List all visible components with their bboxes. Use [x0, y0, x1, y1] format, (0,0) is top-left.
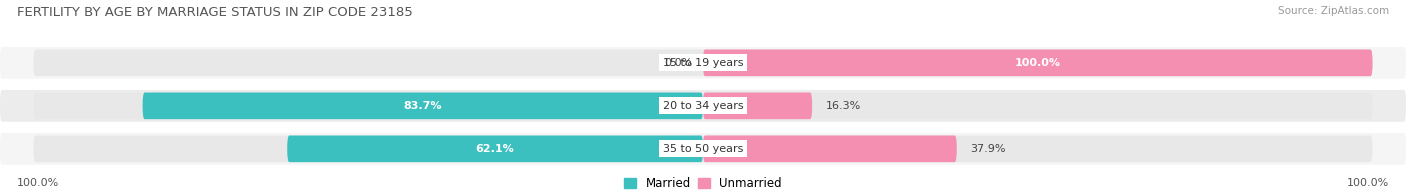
Text: 62.1%: 62.1%: [475, 144, 515, 154]
Text: 15 to 19 years: 15 to 19 years: [662, 58, 744, 68]
Text: 16.3%: 16.3%: [825, 101, 860, 111]
FancyBboxPatch shape: [34, 135, 1372, 162]
Text: 83.7%: 83.7%: [404, 101, 441, 111]
Text: FERTILITY BY AGE BY MARRIAGE STATUS IN ZIP CODE 23185: FERTILITY BY AGE BY MARRIAGE STATUS IN Z…: [17, 6, 412, 19]
Legend: Married, Unmarried: Married, Unmarried: [624, 177, 782, 190]
Text: 0.0%: 0.0%: [665, 58, 693, 68]
FancyBboxPatch shape: [287, 135, 703, 162]
Text: Source: ZipAtlas.com: Source: ZipAtlas.com: [1278, 6, 1389, 16]
FancyBboxPatch shape: [0, 47, 1406, 79]
FancyBboxPatch shape: [34, 93, 1372, 119]
FancyBboxPatch shape: [703, 93, 813, 119]
FancyBboxPatch shape: [34, 50, 1372, 76]
FancyBboxPatch shape: [0, 90, 1406, 122]
Text: 35 to 50 years: 35 to 50 years: [662, 144, 744, 154]
FancyBboxPatch shape: [703, 50, 1372, 76]
Text: 100.0%: 100.0%: [1347, 178, 1389, 188]
Text: 37.9%: 37.9%: [970, 144, 1005, 154]
FancyBboxPatch shape: [703, 135, 956, 162]
FancyBboxPatch shape: [0, 133, 1406, 165]
FancyBboxPatch shape: [142, 93, 703, 119]
Text: 20 to 34 years: 20 to 34 years: [662, 101, 744, 111]
Text: 100.0%: 100.0%: [1015, 58, 1060, 68]
Text: 100.0%: 100.0%: [17, 178, 59, 188]
